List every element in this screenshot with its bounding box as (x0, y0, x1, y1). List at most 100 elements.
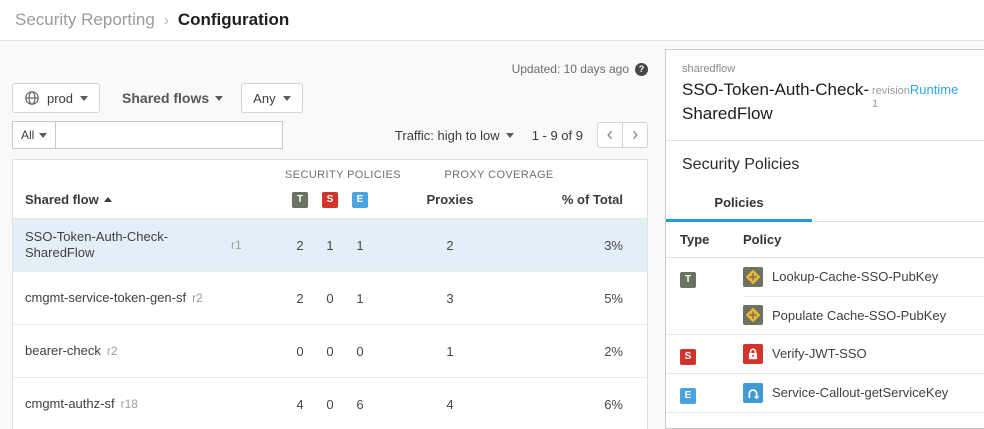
flow-name: cmgmt-service-token-gen-sf (25, 289, 187, 305)
pct-of-total: 3% (604, 237, 623, 253)
shared-flow-column-label: Shared flow (25, 192, 99, 207)
search-scope-dropdown[interactable]: All (12, 121, 57, 149)
shared-flows-table: SECURITY POLICIES PROXY COVERAGE Shared … (12, 159, 648, 429)
security-policy-count: 0 (326, 396, 334, 412)
chevron-down-icon (215, 95, 224, 101)
table-row[interactable]: cmgmt-authz-sf r18 4 0 6 4 6% (13, 378, 647, 429)
flow-name: SSO-Token-Auth-Check-SharedFlow (25, 228, 169, 260)
flow-revision: r1 (231, 238, 242, 252)
updated-label: Updated: 10 days ago (511, 62, 629, 76)
traffic-policy-count: 0 (296, 343, 304, 359)
policy-group: T Lookup-Cache-SSO-PubKey Populate Cache… (666, 258, 984, 335)
policy-row[interactable]: Service-Callout-getServiceKey (743, 374, 984, 412)
flow-name: bearer-check (25, 342, 101, 358)
policy-type-badge-icon: E (680, 387, 696, 404)
pct-of-total: 6% (604, 396, 623, 412)
cache-icon (743, 305, 763, 326)
table-row[interactable]: bearer-check r2 0 0 0 1 2% (13, 325, 647, 378)
chevron-left-icon (607, 130, 613, 140)
security-policy-count: 1 (326, 237, 334, 253)
revision-label: revision (872, 85, 910, 97)
proxies-count: 3 (446, 290, 454, 306)
chevron-down-icon (80, 95, 89, 101)
policy-type-badge-icon: T (680, 271, 696, 288)
breadcrumb-parent[interactable]: Security Reporting (15, 10, 155, 29)
extension-badge-icon: E (352, 191, 368, 208)
breadcrumb-separator-icon: › (163, 11, 169, 29)
proxies-count: 1 (446, 343, 454, 359)
breadcrumb: Security Reporting › Configuration (0, 0, 984, 41)
policy-name: Lookup-Cache-SSO-PubKey (772, 269, 939, 285)
shared-flow-sort-header[interactable]: Shared flow (25, 192, 285, 207)
search-scope-label: All (21, 128, 35, 142)
environment-label: prod (47, 90, 74, 106)
detail-tabs: Policies (666, 189, 984, 222)
proxy-type-dropdown[interactable]: Shared flows (122, 90, 224, 106)
extension-policy-count: 1 (356, 290, 364, 306)
pagination-range: 1 - 9 of 9 (531, 127, 583, 143)
proxy-type-label: Shared flows (122, 90, 210, 106)
policy-group: S Verify-JWT-SSO (666, 335, 984, 374)
pct-of-total: 2% (604, 343, 623, 359)
help-icon[interactable]: ? (635, 62, 648, 76)
policy-groups: T Lookup-Cache-SSO-PubKey Populate Cache… (666, 258, 984, 413)
sort-ascending-icon (103, 197, 112, 202)
security-policy-count: 0 (326, 343, 334, 359)
table-row[interactable]: cmgmt-service-token-gen-sf r2 2 0 1 3 5% (13, 272, 647, 325)
pct-of-total: 5% (604, 290, 623, 306)
policy-name: Populate Cache-SSO-PubKey (772, 307, 947, 323)
traffic-policy-count: 2 (296, 237, 304, 253)
traffic-policy-count: 2 (296, 290, 304, 306)
next-page-button[interactable] (622, 122, 648, 148)
security-badge-icon: S (322, 191, 338, 208)
policy-type-badge-icon: S (680, 348, 696, 365)
extension-policy-count: 0 (356, 343, 364, 359)
security-policies-heading: Security Policies (682, 155, 800, 173)
traffic-sort-label: Traffic: high to low (394, 127, 500, 143)
revision-value: 1 (872, 98, 879, 110)
chevron-down-icon (39, 132, 48, 138)
report-pane: Updated: 10 days ago ? prod Shared flows (0, 41, 665, 429)
sharedflow-title: SSO-Token-Auth-Check-SharedFlow (682, 80, 870, 123)
policy-name: Verify-JWT-SSO (772, 346, 867, 362)
previous-page-button[interactable] (597, 122, 623, 148)
policy-row[interactable]: Populate Cache-SSO-PubKey (743, 295, 984, 334)
table-column-header: Shared flow T S E Proxies % of Total (13, 181, 647, 219)
flow-name: cmgmt-authz-sf (25, 395, 115, 411)
pct-of-total-column-label: % of Total (561, 192, 623, 207)
tab-policies[interactable]: Policies (666, 189, 812, 222)
flow-rows: SSO-Token-Auth-Check-SharedFlow r1 2 1 1… (13, 219, 647, 429)
type-column-label: Type (680, 231, 710, 247)
flow-revision: r18 (120, 397, 138, 411)
runtime-link[interactable]: Runtime (909, 82, 959, 97)
chevron-right-icon (632, 130, 638, 140)
any-filter-dropdown[interactable]: Any (241, 83, 303, 113)
traffic-sort-dropdown[interactable]: Traffic: high to low (395, 128, 514, 143)
policy-group: E Service-Callout-getServiceKey (666, 374, 984, 413)
page-title: Configuration (177, 10, 290, 29)
table-row[interactable]: SSO-Token-Auth-Check-SharedFlow r1 2 1 1… (13, 219, 647, 272)
policy-table-header: Type Policy (666, 222, 984, 258)
policy-name: Service-Callout-getServiceKey (772, 385, 949, 401)
proxies-count: 4 (446, 396, 454, 412)
proxies-column-label: Proxies (426, 192, 474, 207)
traffic-badge-icon: T (292, 191, 308, 208)
globe-icon (25, 91, 39, 105)
chevron-down-icon (505, 132, 514, 138)
policy-row[interactable]: Lookup-Cache-SSO-PubKey (743, 258, 984, 296)
table-group-header: SECURITY POLICIES PROXY COVERAGE (13, 160, 647, 181)
proxy-coverage-group-header: PROXY COVERAGE (444, 169, 554, 181)
security-policy-count: 0 (326, 290, 334, 306)
search-input[interactable] (55, 121, 284, 149)
flow-revision: r2 (192, 291, 203, 305)
cache-icon (743, 266, 763, 287)
traffic-policy-count: 4 (296, 396, 304, 412)
lock-icon (743, 343, 763, 364)
security-policies-group-header: SECURITY POLICIES (285, 169, 402, 181)
detail-panel: sharedflow SSO-Token-Auth-Check-SharedFl… (665, 49, 984, 429)
chevron-down-icon (282, 95, 291, 101)
entity-kind-label: sharedflow (682, 63, 736, 75)
extension-policy-count: 1 (356, 237, 364, 253)
environment-dropdown[interactable]: prod (12, 83, 101, 113)
policy-row[interactable]: Verify-JWT-SSO (743, 335, 984, 373)
